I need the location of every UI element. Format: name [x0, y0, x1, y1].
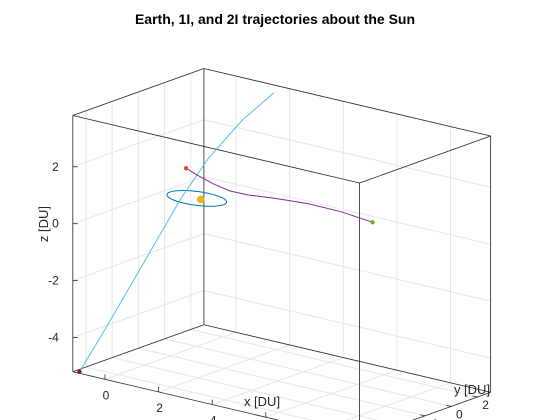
grid-line — [203, 233, 491, 302]
series-layer — [77, 92, 375, 374]
z-tick-label: 2 — [52, 160, 59, 174]
y-tick-mark — [446, 404, 452, 407]
y-axis-label: y [DU] — [454, 382, 490, 397]
box-edge — [359, 135, 491, 184]
tick-labels: 02468-6-4-202-4-202 — [48, 160, 489, 420]
trajectory-endpoint-marker — [77, 369, 82, 374]
grid-lines — [72, 73, 491, 420]
trajectory-line-2 — [185, 167, 373, 223]
grid-line — [72, 290, 205, 339]
grid-line — [85, 366, 313, 420]
y-tick-label: 2 — [482, 398, 489, 412]
y-tick-label: -2 — [428, 417, 439, 420]
axes-box — [72, 68, 492, 420]
trajectory-endpoint-marker — [370, 220, 375, 225]
grid-line — [72, 176, 205, 225]
grid-line — [72, 233, 205, 282]
z-axis-label: z [DU] — [36, 206, 51, 242]
y-tick-label: 0 — [456, 407, 463, 420]
x-axis-label: x [DU] — [244, 394, 280, 409]
grid-line — [203, 290, 491, 359]
grid-line — [203, 119, 491, 188]
grid-line — [72, 119, 205, 168]
x-tick-label: 2 — [156, 401, 163, 415]
chart-title: Earth, 1I, and 2I trajectories about the… — [135, 11, 415, 27]
grid-line — [190, 328, 478, 398]
z-tick-label: -2 — [48, 274, 59, 288]
x-tick-label: 0 — [103, 388, 110, 402]
trajectory-endpoint-marker — [183, 165, 189, 171]
box-edge — [72, 371, 280, 420]
x-tick-label: 4 — [210, 414, 217, 420]
sun-marker — [196, 195, 205, 204]
grid-line — [164, 338, 452, 407]
trajectory-line-1 — [79, 92, 275, 373]
box-edge — [203, 68, 491, 137]
box-edge — [203, 324, 491, 393]
box-edge — [72, 68, 205, 116]
z-tick-label: -4 — [48, 331, 59, 345]
y-tick-mark — [420, 414, 426, 417]
z-tick-label: 0 — [52, 217, 59, 231]
grid-line — [112, 357, 380, 420]
y-tick-mark — [472, 395, 478, 398]
earth-orbit-line — [166, 190, 228, 207]
grid-line — [203, 176, 491, 245]
box-edge — [72, 324, 205, 373]
grid-line — [138, 347, 426, 417]
